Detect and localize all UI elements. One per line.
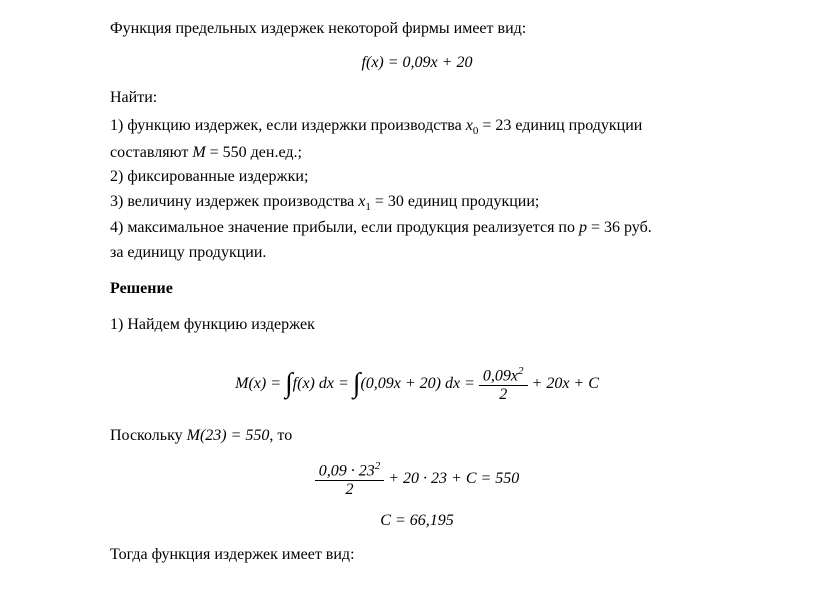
eq2-fraction: 0,09x22 [479, 365, 528, 404]
eq2-frac-den: 2 [479, 386, 528, 404]
equation-2: M(x) = ∫f(x) dx = ∫(0,09x + 20) dx = 0,0… [110, 365, 724, 404]
eq2-tail: + 20x + C [528, 375, 599, 392]
since-post: , то [269, 427, 292, 444]
eq1-fx: f(x) [362, 54, 384, 71]
item-1-line1: 1) функцию издержек, если издержки произ… [110, 115, 724, 140]
eq2-Mx: M(x) [235, 375, 266, 392]
eq2-frac-num: 0,09x [483, 367, 518, 384]
step-1: 1) Найдем функцию издержек [110, 314, 724, 336]
eq2-eq1: = [266, 375, 285, 392]
equation-1: f(x) = 0,09x + 20 [110, 52, 724, 74]
item1-var: x [466, 117, 473, 134]
item4-a: 4) максимальное значение прибыли, если п… [110, 219, 579, 236]
item1b-post: = 550 ден.ед.; [206, 144, 302, 161]
item1-mid: = 23 единиц продукции [478, 117, 642, 134]
eq3-fraction: 0,09 · 2322 [315, 460, 385, 499]
eq2-eq3: = [460, 375, 479, 392]
solution-title: Решение [110, 278, 724, 300]
find-label: Найти: [110, 87, 724, 109]
item-2: 2) фиксированные издержки; [110, 166, 724, 188]
eq3-num-a: 0,09 · 23 [319, 462, 375, 479]
eq1-eq: = [384, 54, 403, 71]
item-3: 3) величину издержек производства x1 = 3… [110, 191, 724, 216]
item3-a: 3) величину издержек производства [110, 193, 358, 210]
item-4-line2: за единицу продукции. [110, 242, 724, 264]
since-text: Поскольку M(23) = 550, то [110, 425, 724, 447]
item1b-M: M [192, 144, 205, 161]
item4-b: = 36 руб. [587, 219, 652, 236]
equation-3: 0,09 · 2322 + 20 · 23 + C = 550 [110, 460, 724, 499]
eq2-fx: f(x) dx [293, 375, 334, 392]
item-4-line1: 4) максимальное значение прибыли, если п… [110, 217, 724, 239]
item4-var: p [579, 219, 587, 236]
eq2-frac-sup: 2 [518, 365, 524, 377]
eq3-tail: + 20 · 23 + C = 550 [384, 470, 519, 487]
since-pre: Поскольку [110, 427, 187, 444]
integral-1: ∫ [285, 373, 293, 395]
eq3-num-sup: 2 [375, 460, 381, 472]
eq2-integrand: (0,09x + 20) dx [360, 375, 460, 392]
item1-text-a: 1) функцию издержек, если издержки произ… [110, 117, 466, 134]
equation-4: C = 66,195 [110, 510, 724, 532]
item3-b: = 30 единиц продукции; [371, 193, 539, 210]
then-text: Тогда функция издержек имеет вид: [110, 544, 724, 566]
since-M: M(23) = 550 [187, 427, 270, 444]
item-1-line2: составляют M = 550 ден.ед.; [110, 142, 724, 164]
eq1-rhs: 0,09x + 20 [403, 54, 473, 71]
item1b-pre: составляют [110, 144, 192, 161]
eq2-eq2: = [334, 375, 353, 392]
eq3-den: 2 [315, 481, 385, 499]
intro-text: Функция предельных издержек некоторой фи… [110, 18, 724, 40]
